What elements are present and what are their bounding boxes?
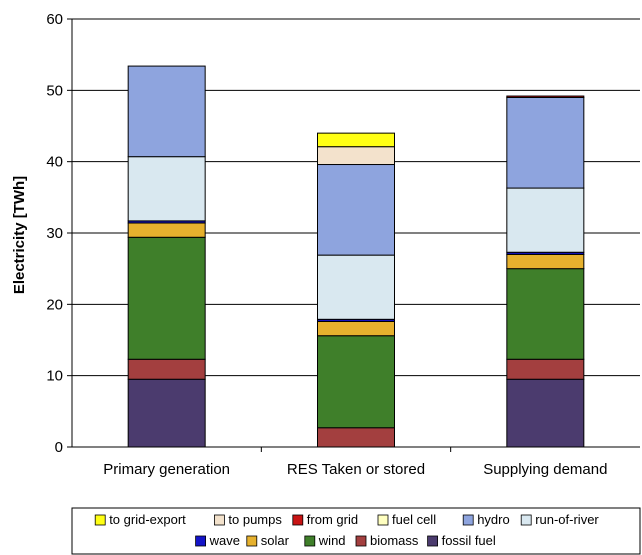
legend-swatch-hydro [462,514,474,526]
legend-label-hydro: hydro [477,512,510,527]
bar-segment-from-grid [506,95,585,98]
y-tick-label: 0 [55,439,63,456]
legend-label-wind: wind [318,533,346,548]
legend-label-wave: wave [209,533,240,548]
bar-segment-run-of-river [506,187,585,253]
bar-segment-wind [317,335,395,429]
y-tick-label: 50 [46,82,63,99]
legend-label-from-grid: from grid [307,512,358,527]
bar-segment-solar [506,253,585,270]
bar-segment-fossil-fuel [506,378,585,448]
bar-segment-hydro [317,164,395,256]
y-tick-label: 20 [46,296,63,313]
legend-label-biomass: biomass [370,533,419,548]
legend-label-run-of-river: run-of-river [535,512,599,527]
legend-swatch-solar [246,535,258,547]
legend-label-to-grid-export: to grid-export [109,512,186,527]
bar-segment-solar [127,222,206,238]
y-tick-label: 30 [46,225,63,242]
legend-swatch-run-of-river [520,514,532,526]
legend-swatch-to-pumps [213,514,225,526]
legend-label-to-pumps: to pumps [228,512,282,527]
legend-swatch-fossil-fuel [427,535,439,547]
y-tick-label: 60 [46,11,63,28]
legend-label-fossil-fuel: fossil fuel [442,533,496,548]
bar-segment-wind [127,236,206,360]
legend-swatch-fuel-cell [377,514,389,526]
y-tick-label: 10 [46,368,63,385]
bar-segment-run-of-river [127,156,206,222]
legend-swatch-from-grid [292,514,304,526]
bar-segment-biomass [506,358,585,380]
axes: 0 10 20 30 40 50 60 Primary generation RES Taken… [46,11,640,478]
y-tick-label: 40 [46,154,63,171]
legend-swatch-to-grid-export [94,514,106,526]
bars [127,65,585,448]
legend-swatch-biomass [355,535,367,547]
legend: to grid-export to pumps from grid fuel cell… [71,507,641,555]
y-axis-label: Electricity [TWh] [11,176,28,294]
bar-segment-solar [317,320,395,337]
bar-segment-hydro [506,96,585,189]
bar-segment-run-of-river [317,254,395,320]
x-tick-label: Primary generation [103,461,230,478]
bar-segment-hydro [127,65,206,158]
legend-label-fuel-cell: fuel cell [392,512,436,527]
x-tick-label: RES Taken or stored [287,461,425,478]
bar-segment-biomass [317,427,395,448]
x-tick-label: Supplying demand [483,461,607,478]
legend-swatch-wind [304,535,316,547]
bar-segment-to-pumps [317,146,395,166]
bar-segment-biomass [127,358,206,380]
bar-segment-to-grid-export [317,132,395,148]
bar-segment-fossil-fuel [127,378,206,448]
legend-swatch-wave [195,535,207,547]
bar-segment-wind [506,268,585,360]
legend-label-solar: solar [261,533,290,548]
